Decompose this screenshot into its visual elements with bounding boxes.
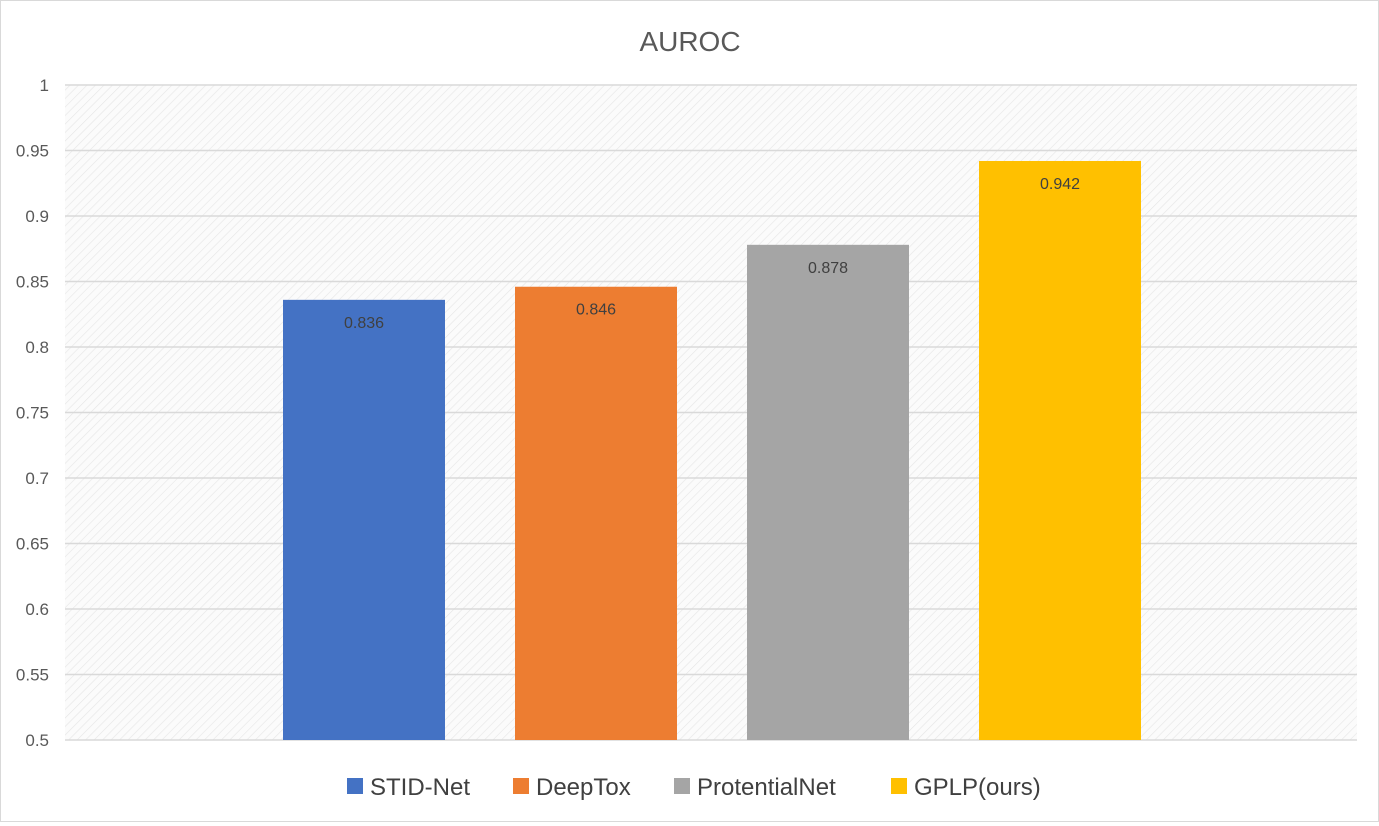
y-tick-label: 0.7 xyxy=(25,469,49,488)
legend-swatch xyxy=(347,778,363,794)
legend-label: STID-Net xyxy=(370,774,470,801)
data-labels: 0.836 0.846 0.878 0.942 xyxy=(344,176,1080,332)
y-tick-label: 1 xyxy=(40,76,49,95)
y-axis-ticks: 0.5 0.55 0.6 0.65 0.7 0.75 0.8 0.85 0.9 0.95 1 xyxy=(16,76,49,750)
data-label: 0.942 xyxy=(1040,176,1080,193)
legend-label: GPLP(ours) xyxy=(914,774,1041,801)
bar-deeptox[interactable] xyxy=(515,286,677,740)
legend[interactable]: STID-Net DeepTox ProtentialNet GPLP(ours) xyxy=(347,774,1041,801)
y-tick-label: 0.5 xyxy=(25,731,49,750)
bars xyxy=(283,160,1141,741)
data-label: 0.836 xyxy=(344,315,384,332)
bar-protentialnet[interactable] xyxy=(747,244,909,740)
legend-label: DeepTox xyxy=(536,774,631,801)
chart-title: AUROC xyxy=(639,26,740,57)
data-label: 0.846 xyxy=(576,302,616,319)
y-tick-label: 0.65 xyxy=(16,535,49,554)
data-label: 0.878 xyxy=(808,260,848,277)
y-tick-label: 0.55 xyxy=(16,666,49,685)
legend-item-protentialnet[interactable]: ProtentialNet xyxy=(674,774,836,801)
gridlines xyxy=(65,84,1357,741)
bar-gplp-ours[interactable] xyxy=(979,160,1141,741)
legend-swatch xyxy=(674,778,690,794)
legend-swatch xyxy=(891,778,907,794)
y-tick-label: 0.9 xyxy=(25,207,49,226)
y-tick-label: 0.85 xyxy=(16,273,49,292)
y-tick-label: 0.95 xyxy=(16,142,49,161)
legend-item-gplp-ours[interactable]: GPLP(ours) xyxy=(891,774,1041,801)
legend-item-stid-net[interactable]: STID-Net xyxy=(347,774,470,801)
legend-swatch xyxy=(513,778,529,794)
y-tick-label: 0.75 xyxy=(16,404,49,423)
y-tick-label: 0.6 xyxy=(25,600,49,619)
y-tick-label: 0.8 xyxy=(25,338,49,357)
legend-label: ProtentialNet xyxy=(697,774,836,801)
legend-item-deeptox[interactable]: DeepTox xyxy=(513,774,631,801)
bar-stid-net[interactable] xyxy=(283,299,445,740)
